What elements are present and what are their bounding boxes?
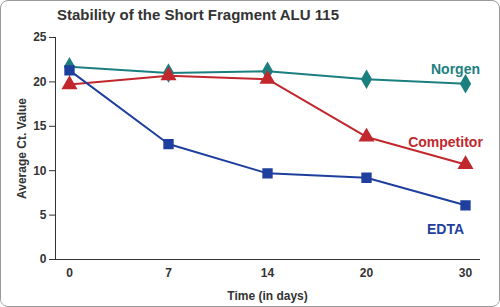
svg-text:Competitor: Competitor	[408, 134, 483, 150]
svg-text:10: 10	[33, 164, 47, 178]
svg-text:25: 25	[33, 30, 47, 44]
svg-text:15: 15	[33, 119, 47, 133]
svg-text:0: 0	[66, 266, 73, 280]
svg-text:Average Ct. Value: Average Ct. Value	[15, 98, 29, 199]
svg-text:5: 5	[40, 208, 47, 222]
svg-text:14: 14	[261, 266, 275, 280]
svg-text:20: 20	[33, 75, 47, 89]
svg-text:Time (in days): Time (in days)	[227, 289, 307, 303]
svg-text:Norgen: Norgen	[431, 61, 480, 77]
svg-text:EDTA: EDTA	[427, 221, 464, 237]
svg-text:0: 0	[40, 252, 47, 266]
svg-text:7: 7	[165, 266, 172, 280]
svg-text:30: 30	[459, 266, 473, 280]
svg-text:20: 20	[360, 266, 374, 280]
html-text:Stability of the Short Fragmen: Stability of the Short Fragment ALU 115	[57, 6, 339, 23]
